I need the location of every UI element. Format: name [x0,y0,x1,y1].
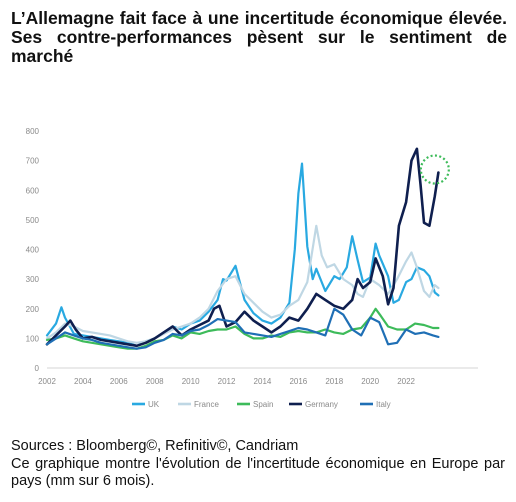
y-tick-label: 800 [26,127,40,136]
highlight-circle [419,154,450,185]
legend-label: Italy [376,400,391,409]
y-axis-ticks: 0 100 200 300 400 500 600 700 800 [26,127,40,373]
x-tick-label: 2012 [218,377,236,386]
series-line-uk [45,162,440,347]
description-text: Ce graphique montre l'évolution de l'inc… [11,455,505,490]
y-tick-label: 500 [26,216,40,225]
y-tick-label: 600 [26,186,40,195]
y-tick-label: 300 [26,275,40,284]
y-tick-label: 200 [26,305,40,314]
x-tick-label: 2020 [361,377,379,386]
legend-label: UK [148,400,160,409]
x-tick-label: 2018 [325,377,343,386]
x-tick-label: 2010 [182,377,200,386]
series-line-france [45,224,440,344]
x-tick-label: 2004 [74,377,92,386]
x-tick-label: 2002 [38,377,56,386]
y-tick-label: 400 [26,246,40,255]
series-line-germany [45,147,440,348]
series-line-spain [45,307,440,350]
legend-label: Germany [305,400,338,409]
y-tick-label: 100 [26,334,40,343]
x-tick-label: 2014 [254,377,272,386]
series-line-italy [45,307,440,350]
legend: UK France Spain Germany Italy [132,400,391,409]
x-tick-label: 2022 [397,377,415,386]
x-axis-ticks: 2002 2004 2006 2008 2010 2012 2014 2016 2018 2020… [38,377,415,386]
legend-label: France [194,400,219,409]
sources-block: Sources : Bloomberg©, Refinitiv©, Candri… [11,438,505,491]
chart-title: L’Allemagne fait face à une incertitude … [11,8,507,66]
y-tick-label: 0 [35,364,40,373]
series-lines [45,147,440,350]
legend-label: Spain [253,400,273,409]
y-tick-label: 700 [26,157,40,166]
sources-text: Sources : Bloomberg©, Refinitiv©, Candri… [11,438,299,454]
x-tick-label: 2006 [110,377,128,386]
x-tick-label: 2016 [289,377,307,386]
x-tick-label: 2008 [146,377,164,386]
